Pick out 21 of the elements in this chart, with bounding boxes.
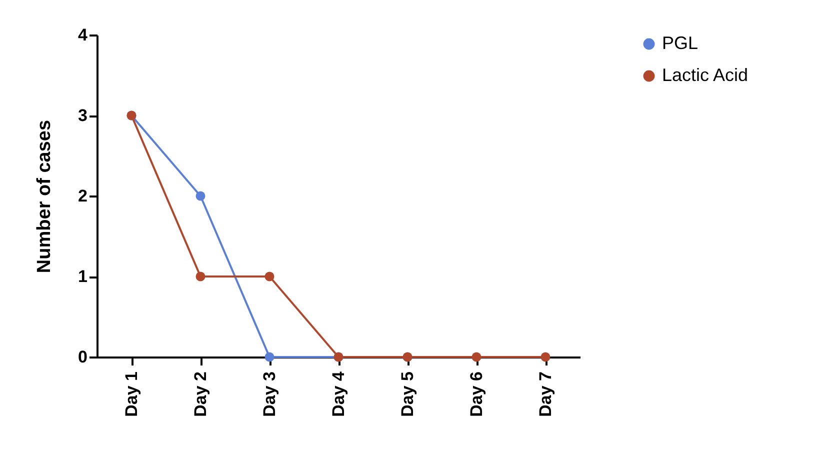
legend-label: Lactic Acid <box>662 65 748 85</box>
y-tick-label: 4 <box>78 26 88 44</box>
y-axis-title: Number of cases <box>34 120 56 274</box>
x-tick-label: Day 7 <box>536 372 555 417</box>
point <box>472 352 482 362</box>
x-tick-label: Day 6 <box>467 372 486 417</box>
x-tick-label: Day 2 <box>191 372 210 417</box>
point <box>540 352 550 362</box>
legend-label: PGL <box>662 33 698 53</box>
point <box>264 352 274 362</box>
x-tick-label: Day 1 <box>122 372 141 417</box>
y-tick-label: 2 <box>78 186 88 206</box>
point <box>196 272 206 282</box>
x-tick-label: Day 3 <box>260 372 279 417</box>
x-tick-label: Day 5 <box>398 372 417 417</box>
y-tick-label: 3 <box>78 106 88 125</box>
point <box>196 191 206 201</box>
y-tick-label: 0 <box>78 348 88 366</box>
point <box>264 272 274 282</box>
y-tick-label: 1 <box>78 267 88 286</box>
x-tick-label: Day 4 <box>329 370 348 417</box>
